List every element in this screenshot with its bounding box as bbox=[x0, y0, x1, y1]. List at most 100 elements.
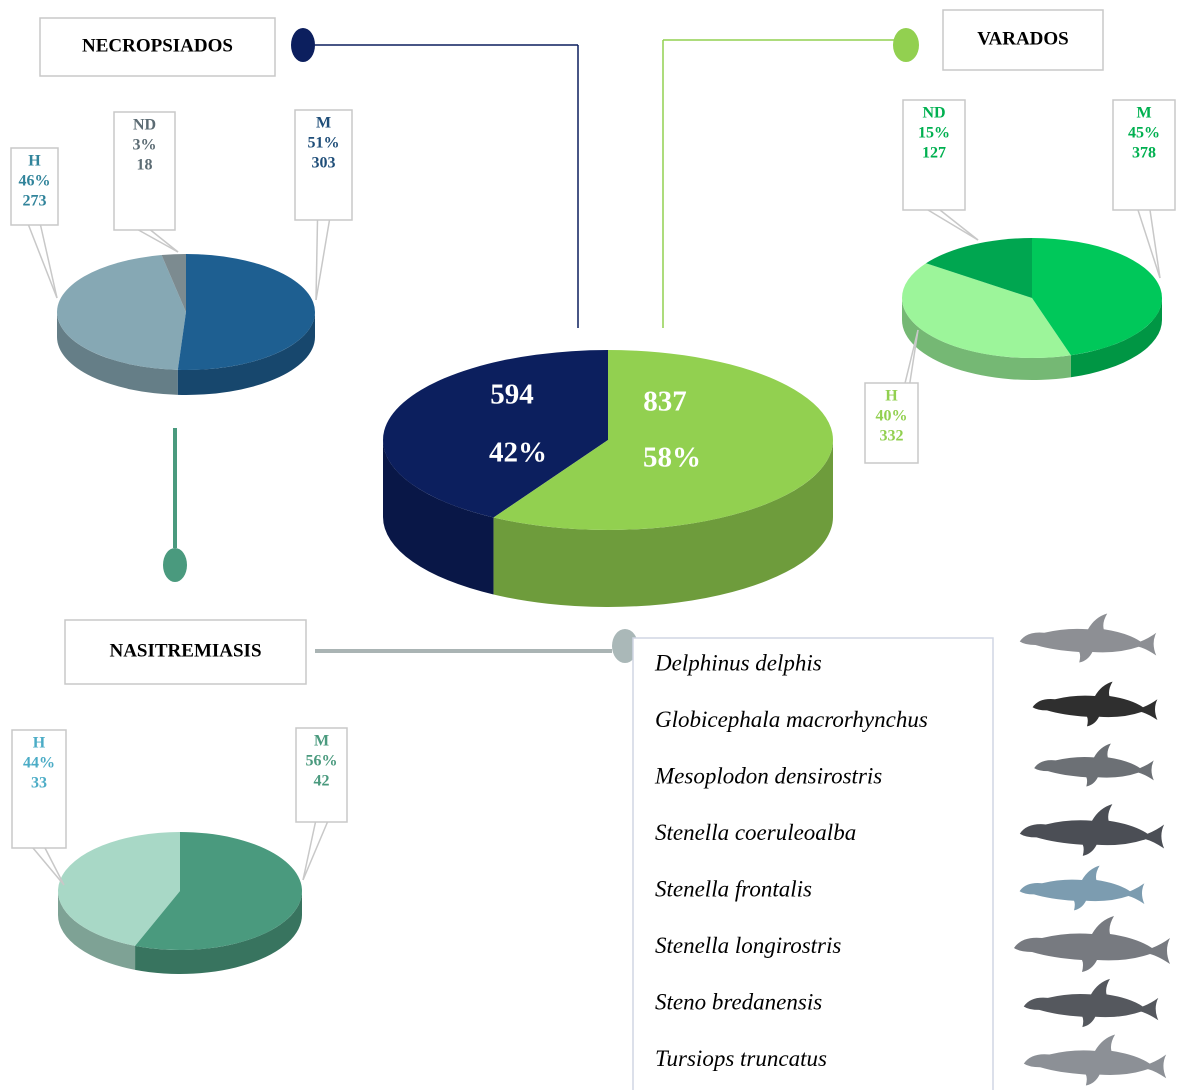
chart-title: VARADOS bbox=[977, 28, 1069, 49]
value-label: 594 bbox=[490, 379, 534, 411]
species-name: Delphinus delphis bbox=[654, 650, 822, 675]
dolphin bbox=[1019, 804, 1165, 856]
chart-title: NECROPSIADOS bbox=[82, 35, 233, 56]
callout-pointer bbox=[315, 219, 319, 301]
category-label: ND bbox=[922, 105, 945, 122]
percentage-label: 56% bbox=[306, 753, 338, 770]
callout-box bbox=[1112, 99, 1176, 211]
pie-side bbox=[57, 891, 136, 970]
value-label: 127 bbox=[922, 145, 946, 162]
category-label: H bbox=[28, 153, 41, 170]
callout-box bbox=[11, 729, 67, 849]
callout-pointer bbox=[939, 209, 979, 241]
connector-dot bbox=[291, 28, 315, 62]
percentage-label: 58% bbox=[643, 442, 701, 474]
callout-pointer bbox=[1149, 209, 1161, 279]
callout-pointer bbox=[150, 229, 179, 253]
callout-pointer bbox=[39, 224, 58, 299]
category-label: ND bbox=[133, 117, 156, 134]
callout-pointer bbox=[302, 821, 317, 881]
value-label: 18 bbox=[137, 157, 153, 174]
pie-chart: 594 42% 837 58% bbox=[383, 350, 834, 607]
value-label: 837 bbox=[643, 386, 687, 418]
pie-side bbox=[177, 312, 315, 395]
value-label: 303 bbox=[312, 155, 336, 172]
species-name: Stenella longirostris bbox=[655, 933, 841, 958]
title-box bbox=[942, 9, 1104, 71]
dolphin bbox=[1032, 681, 1158, 727]
callout-pointer bbox=[1137, 209, 1161, 279]
callout-box bbox=[295, 727, 348, 823]
dolphin bbox=[1023, 1034, 1167, 1086]
dolphin bbox=[1023, 978, 1159, 1028]
callout-pointer bbox=[302, 821, 329, 881]
chart-title: NASITREMIASIS bbox=[109, 640, 261, 661]
pie-slice bbox=[493, 350, 834, 531]
callout-pointer bbox=[44, 847, 65, 886]
percentage-label: 40% bbox=[876, 408, 908, 425]
category-label: M bbox=[314, 733, 329, 750]
species-name: Tursiops truncatus bbox=[655, 1046, 827, 1071]
pie-chart: VARADOS H 40% 332 ND 15% 127 M 45% 378 bbox=[864, 9, 1176, 464]
pie-chart: NECROPSIADOS H 46% 273 ND 3% 18 M 51% 303 bbox=[10, 17, 353, 395]
percentage-label: 3% bbox=[133, 137, 157, 154]
pie-slice bbox=[383, 350, 608, 518]
dolphin bbox=[1019, 613, 1157, 663]
percentage-label: 15% bbox=[918, 125, 950, 142]
callout-pointer bbox=[927, 209, 979, 241]
pie-slice bbox=[161, 254, 186, 312]
category-label: M bbox=[316, 115, 331, 132]
species-name: Globicephala macrorhynchus bbox=[655, 707, 928, 732]
pie-side bbox=[493, 440, 833, 607]
pie-side bbox=[57, 312, 178, 395]
callout-box bbox=[294, 109, 353, 221]
pie-slice bbox=[926, 238, 1032, 298]
callout-box bbox=[10, 147, 59, 226]
callout-box bbox=[113, 111, 176, 231]
pie-side bbox=[135, 891, 302, 975]
dolphin-illustrations bbox=[1014, 613, 1170, 1086]
value-label: 332 bbox=[880, 428, 904, 445]
value-label: 42 bbox=[314, 773, 330, 790]
pie-slice bbox=[177, 254, 315, 370]
percentage-label: 51% bbox=[308, 135, 340, 152]
title-box bbox=[64, 619, 307, 685]
callout-pointer bbox=[138, 229, 179, 253]
connector-dot bbox=[893, 28, 919, 62]
callout-pointer bbox=[315, 219, 331, 301]
value-label: 33 bbox=[31, 775, 47, 792]
pie-slice bbox=[135, 832, 303, 951]
connector-dot bbox=[163, 548, 187, 582]
category-label: H bbox=[33, 735, 46, 752]
pie-chart: NASITREMIASIS H 44% 33 M 56% 42 bbox=[11, 619, 348, 975]
species-name: Mesoplodon densirostris bbox=[654, 763, 882, 788]
percentage-label: 46% bbox=[19, 173, 51, 190]
value-label: 378 bbox=[1132, 145, 1156, 162]
percentage-label: 45% bbox=[1128, 125, 1160, 142]
value-label: 273 bbox=[23, 193, 47, 210]
callout-box bbox=[902, 99, 966, 211]
pie-slice bbox=[58, 832, 180, 946]
dolphin bbox=[1014, 916, 1170, 972]
pie-side bbox=[902, 298, 1071, 380]
species-list: Delphinus delphis Globicephala macrorhync… bbox=[654, 650, 928, 1071]
connector-dot bbox=[612, 629, 638, 663]
percentage-label: 44% bbox=[23, 755, 55, 772]
dolphin bbox=[1019, 865, 1145, 911]
pie-slice bbox=[902, 263, 1071, 359]
category-label: M bbox=[1136, 105, 1151, 122]
percentage-label: 42% bbox=[489, 437, 547, 469]
dolphin bbox=[1034, 743, 1154, 787]
species-box bbox=[632, 637, 994, 1090]
title-box bbox=[39, 17, 276, 77]
pie-side bbox=[383, 440, 494, 595]
species-name: Stenella coeruleoalba bbox=[655, 820, 856, 845]
category-label: H bbox=[885, 388, 898, 405]
species-name: Stenella frontalis bbox=[655, 876, 812, 901]
pie-slice bbox=[1032, 238, 1163, 356]
callout-pointer bbox=[27, 224, 58, 299]
species-name: Steno bredanensis bbox=[655, 989, 822, 1014]
pie-side bbox=[1070, 298, 1162, 378]
callout-pointer bbox=[32, 847, 65, 886]
